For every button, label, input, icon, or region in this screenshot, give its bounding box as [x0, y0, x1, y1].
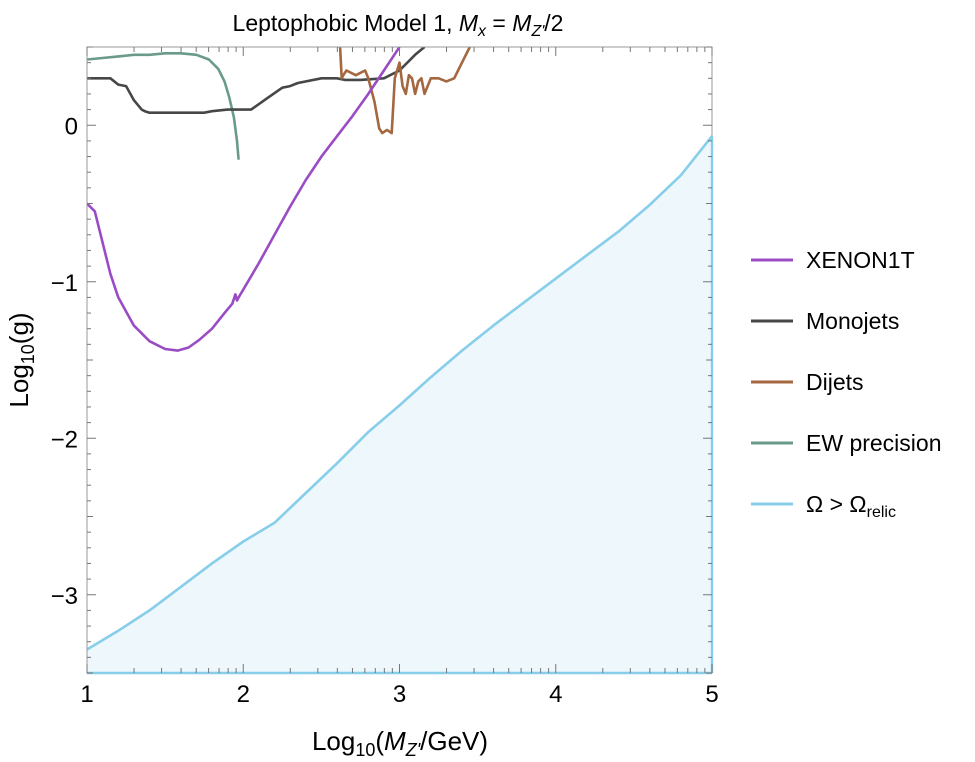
x-tick-label: 5 [705, 681, 718, 708]
series-line-relic [87, 135, 712, 651]
legend-item-monojets: Monojets [751, 308, 899, 334]
x-tick-label: 4 [549, 681, 562, 708]
series-line-xenon1t [87, 47, 401, 352]
y-tick-label: 0 [65, 113, 78, 140]
x-axis: 1 2 3 4 5 [80, 47, 719, 708]
series-fill-relic [87, 136, 712, 673]
plot-area [86, 46, 714, 675]
legend-item-xenon1t: XENON1T [751, 247, 915, 273]
y-axis: 0 −1 −2 −3 [51, 46, 712, 674]
y-tick-label: −2 [51, 426, 78, 453]
legend-item-relic: Ω > Ωrelic [751, 491, 896, 521]
legend-item-dijets: Dijets [751, 369, 864, 395]
legend-label: Ω > Ωrelic [806, 491, 896, 521]
y-tick-label: −1 [51, 270, 78, 297]
legend-label: EW precision [806, 430, 941, 456]
legend-item-ew-precision: EW precision [751, 430, 941, 456]
series-line-dijets [338, 47, 471, 135]
y-axis-label: Log10(g) [4, 312, 38, 407]
legend-label: Monojets [806, 308, 899, 334]
chart-title: Leptophobic Model 1, Mx = MZ'/2 [233, 10, 564, 40]
y-tick-label: −3 [51, 583, 78, 610]
legend-label: XENON1T [806, 247, 915, 273]
series-line-monojets [87, 47, 426, 114]
legend-label: Dijets [806, 369, 864, 395]
series-line-ew-precision [87, 52, 240, 160]
x-axis-label: Log10(MZ'/GeV) [312, 726, 488, 760]
legend: XENON1T Monojets Dijets EW precision Ω > Ωre… [751, 247, 941, 521]
x-tick-label: 3 [393, 681, 406, 708]
x-tick-label: 1 [80, 681, 93, 708]
x-tick-label: 2 [237, 681, 250, 708]
